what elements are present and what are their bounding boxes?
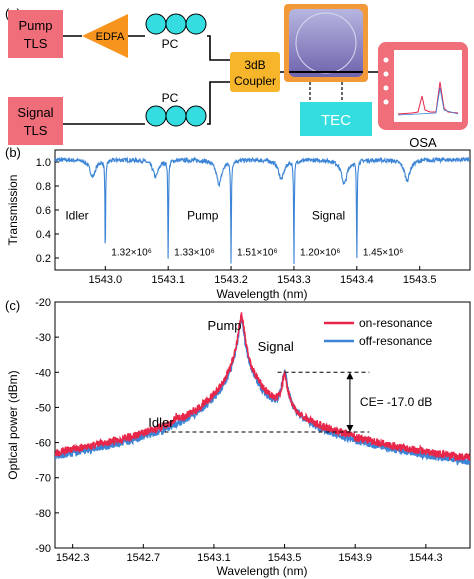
panel-c-ylabel: Optical power (dBm) — [6, 370, 20, 479]
c-ytick-label: -60 — [35, 438, 51, 450]
b-xtick-label: 1543.5 — [403, 274, 437, 286]
arrow-down-icon — [346, 425, 354, 433]
c-ytick-label: -20 — [35, 297, 51, 309]
c-ytick-label: -40 — [35, 367, 51, 379]
b-ytick-label: 0.8 — [36, 181, 51, 193]
q-factor-label: 1.33×10⁶ — [174, 248, 215, 259]
c-ytick-label: -90 — [35, 543, 51, 555]
coupler-box: 3dB Coupler — [230, 52, 280, 92]
panel-c: (c) Optical power (dBm) Wavelength (nm) … — [5, 297, 471, 578]
legend-label-off-resonance: off-resonance — [359, 334, 432, 348]
c-xtick-label: 1542.3 — [56, 552, 90, 564]
c-xtick-label: 1542.7 — [126, 552, 160, 564]
polarization-controller-bottom: PC — [145, 91, 207, 127]
microring-chip — [284, 4, 368, 82]
idler-peak-label: Idler — [148, 415, 174, 430]
c-xtick-label: 1543.5 — [268, 552, 302, 564]
panel-c-legend: on-resonance off-resonance — [324, 316, 433, 348]
signal-peak-label: Signal — [258, 339, 294, 354]
b-xtick-label: 1543.2 — [214, 274, 248, 286]
q-factor-label: 1.45×10⁶ — [363, 248, 404, 259]
panel-b-annotations: 1.32×10⁶ 1.33×10⁶ 1.51×10⁶ 1.20×10⁶ 1.45×10⁶… — [65, 209, 403, 259]
panel-b-xlabel: Wavelength (nm) — [217, 287, 308, 301]
signal-tls-label-line2: TLS — [24, 123, 48, 138]
panel-c-annotations: CE= -17.0 dB Pump Signal Idler — [148, 318, 432, 433]
c-xtick-label: 1543.9 — [338, 552, 372, 564]
b-ytick-label: 0.2 — [36, 253, 51, 265]
b-ytick-label: 1.0 — [36, 157, 51, 169]
signal-tls-label-line1: Signal — [17, 105, 53, 120]
transmission-series — [55, 156, 470, 265]
b-xtick-label: 1543.0 — [88, 274, 122, 286]
osa-screen-icon — [394, 50, 462, 122]
coupler-label-line2: Coupler — [234, 74, 276, 88]
pump-tls-box: Pump TLS — [8, 10, 63, 58]
pc-top-label: PC — [162, 37, 179, 51]
amplifier-triangle-icon — [82, 14, 128, 58]
osa-label: OSA — [409, 135, 437, 150]
arrow-up-icon — [346, 372, 354, 380]
panel-b: (b) Transmission Wavelength (nm) 1543.0 1… — [5, 145, 471, 301]
resonance-name-label: Pump — [187, 209, 219, 223]
polarization-controller-icon — [145, 105, 207, 127]
panel-c-traces — [55, 312, 470, 467]
c-ytick-label: -70 — [35, 473, 51, 485]
b-xtick-label: 1543.4 — [340, 274, 374, 286]
panel-b-ylabel: Transmission — [6, 175, 20, 246]
q-factor-label: 1.32×10⁶ — [111, 248, 152, 259]
b-ytick-label: 0.4 — [36, 229, 51, 241]
edfa-amplifier: EDFA — [82, 14, 128, 58]
c-xtick-label: 1543.1 — [197, 552, 231, 564]
polarization-controller-icon — [145, 13, 207, 35]
panel-b-trace — [55, 156, 470, 265]
osa-instrument: OSA — [378, 42, 468, 150]
tec-box: TEC — [300, 82, 372, 136]
panel-c-plot-frame — [54, 301, 471, 549]
pump-tls-label-line1: Pump — [19, 18, 53, 33]
tec-label: TEC — [321, 112, 351, 129]
signal-tls-box: Signal TLS — [8, 97, 63, 145]
panel-c-label: (c) — [5, 298, 20, 313]
ce-label: CE= -17.0 dB — [360, 395, 432, 409]
panel-c-xlabel: Wavelength (nm) — [217, 564, 308, 578]
c-xtick-label: 1544.3 — [409, 552, 443, 564]
panel-b-label: (b) — [5, 145, 21, 160]
panel-c-ticks: 1542.3 1542.7 1543.1 1543.5 1543.9 1544.3 -20 -… — [35, 297, 443, 564]
b-xtick-label: 1543.1 — [151, 274, 185, 286]
b-ytick-label: 0.6 — [36, 205, 51, 217]
c-ytick-label: -50 — [35, 402, 51, 414]
q-factor-label: 1.51×10⁶ — [237, 248, 278, 259]
resonance-name-label: Idler — [65, 209, 88, 223]
polarization-controller-top: PC — [145, 13, 207, 51]
panel-a: (a) Pump TLS EDFA PC — [5, 4, 468, 150]
pump-tls-label-line2: TLS — [24, 36, 48, 51]
q-factor-label: 1.20×10⁶ — [300, 248, 341, 259]
b-xtick-label: 1543.3 — [277, 274, 311, 286]
c-ytick-label: -80 — [35, 508, 51, 520]
pump-peak-label: Pump — [208, 318, 242, 333]
edfa-label: EDFA — [96, 31, 125, 43]
c-ytick-label: -30 — [35, 332, 51, 344]
coupler-label-line1: 3dB — [244, 58, 265, 72]
on-resonance-series — [55, 312, 470, 462]
panel-b-ticks: 1543.0 1543.1 1543.2 1543.3 1543.4 1543.5 0.2 0… — [36, 157, 437, 286]
resonance-name-label: Signal — [312, 209, 345, 223]
legend-label-on-resonance: on-resonance — [359, 316, 433, 330]
pc-bottom-label: PC — [162, 91, 179, 105]
